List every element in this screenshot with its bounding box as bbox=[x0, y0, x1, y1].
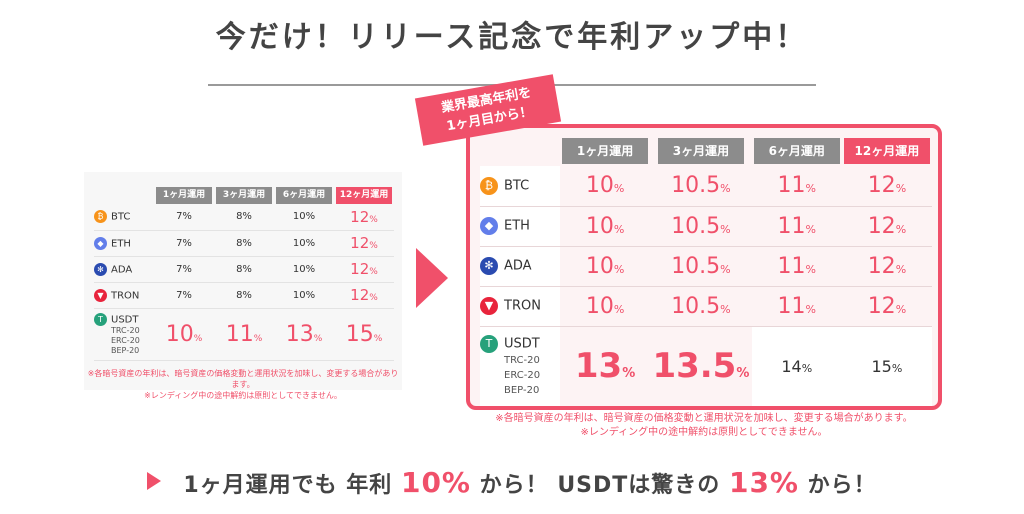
ethereum-icon: ◆ bbox=[94, 236, 107, 250]
new-row-btc: ₿ BTC 10% 10.5% 11% 12% bbox=[480, 166, 932, 207]
new-row-eth: ◆ ETH 10% 10.5% 11% 12% bbox=[480, 206, 932, 247]
cardano-icon: ✻ bbox=[480, 257, 498, 275]
old-row-usdt: T USDT TRC-20 ERC-20 BEP-20 10% 11% 13% 1… bbox=[94, 308, 394, 361]
old-row-eth: ◆ ETH 7% 8% 10% 12% bbox=[94, 230, 394, 257]
old-disclaimer: ※各暗号資産の年利は、暗号資産の価格変動と運用状況を加味し、変更する場合がありま… bbox=[87, 369, 399, 400]
new-rates-table: 1ヶ月運用 3ヶ月運用 6ヶ月運用 12ヶ月運用 ₿ BTC 10% 10.5% … bbox=[480, 136, 932, 406]
old-row-tron: ▼ TRON 7% 8% 10% 12% bbox=[94, 282, 394, 309]
ethereum-icon: ◆ bbox=[480, 217, 498, 235]
new-row-usdt: T USDT TRC-20 ERC-20 BEP-20 13% 13.5% 14%… bbox=[480, 326, 932, 406]
tron-icon: ▼ bbox=[480, 297, 498, 315]
arrow-right-icon bbox=[416, 248, 448, 308]
new-rates-panel: 1ヶ月運用 3ヶ月運用 6ヶ月運用 12ヶ月運用 ₿ BTC 10% 10.5% … bbox=[466, 124, 942, 410]
new-header-6m: 6ヶ月運用 bbox=[752, 136, 842, 166]
new-header-1m: 1ヶ月運用 bbox=[560, 136, 650, 166]
headline: 今だけ！リリース記念で年利アップ中！ bbox=[215, 20, 809, 55]
old-row-ada: ✻ ADA 7% 8% 10% 12% bbox=[94, 256, 394, 283]
new-row-tron: ▼ TRON 10% 10.5% 11% 12% bbox=[480, 286, 932, 327]
play-arrow-icon bbox=[147, 472, 162, 490]
tether-icon: T bbox=[480, 334, 498, 353]
tether-icon: T bbox=[94, 312, 107, 326]
new-header-3m: 3ヶ月運用 bbox=[650, 136, 752, 166]
new-row-ada: ✻ ADA 10% 10.5% 11% 12% bbox=[480, 246, 932, 287]
bitcoin-icon: ₿ bbox=[94, 210, 107, 224]
old-header-12m: 12ヶ月運用 bbox=[334, 186, 394, 204]
bitcoin-icon: ₿ bbox=[480, 176, 498, 195]
tron-icon: ▼ bbox=[94, 288, 107, 302]
old-row-btc: ₿ BTC 7% 8% 10% 12% bbox=[94, 204, 394, 231]
cardano-icon: ✻ bbox=[94, 262, 107, 276]
old-rates-table: 1ヶ月運用 3ヶ月運用 6ヶ月運用 12ヶ月運用 ₿ BTC 7% 8% 10% … bbox=[94, 186, 394, 361]
old-rates-panel: 1ヶ月運用 3ヶ月運用 6ヶ月運用 12ヶ月運用 ₿ BTC 7% 8% 10% … bbox=[84, 172, 402, 400]
old-header-3m: 3ヶ月運用 bbox=[214, 186, 274, 204]
old-header-6m: 6ヶ月運用 bbox=[274, 186, 334, 204]
bottom-tagline: 1ヶ月運用でも 年利 10% から！ USDTは驚きの 13% から！ bbox=[0, 466, 1024, 499]
new-header-12m: 12ヶ月運用 bbox=[842, 136, 932, 166]
old-header-1m: 1ヶ月運用 bbox=[154, 186, 214, 204]
new-disclaimer: ※各暗号資産の年利は、暗号資産の価格変動と運用状況を加味し、変更する場合がありま… bbox=[495, 413, 913, 438]
